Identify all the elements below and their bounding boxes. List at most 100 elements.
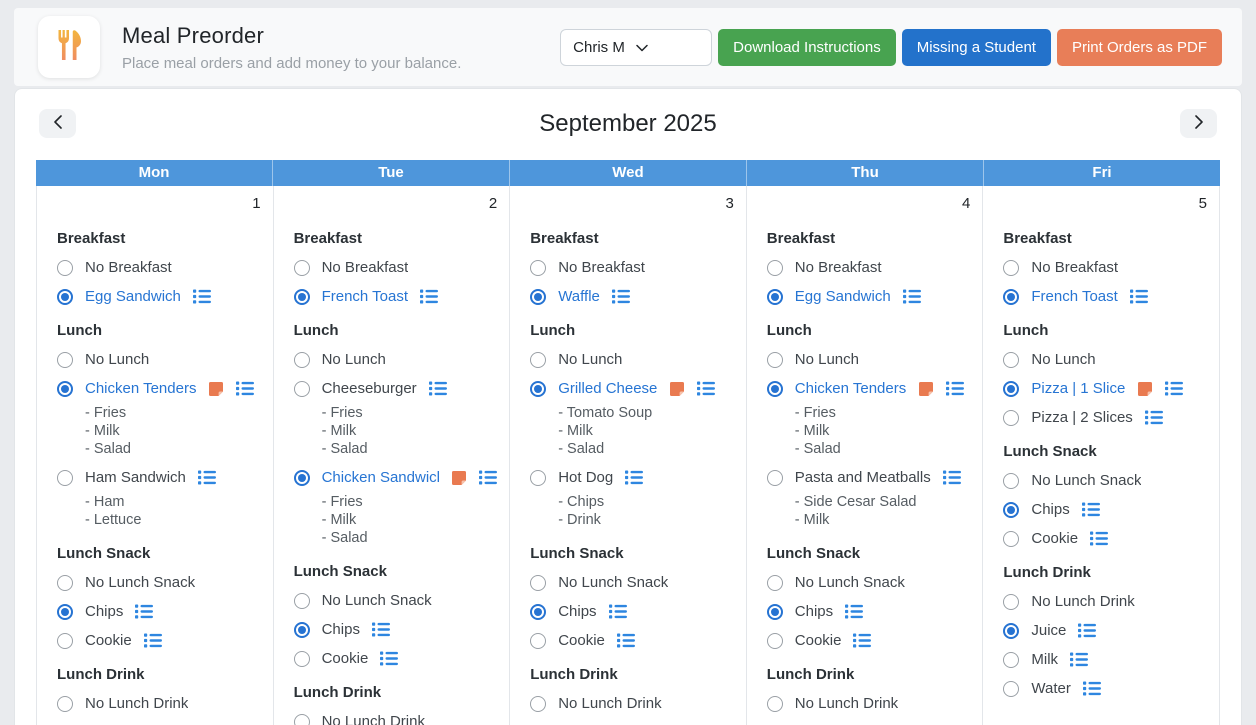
list-icon[interactable]: [1090, 531, 1109, 546]
radio-button[interactable]: [57, 469, 73, 486]
meal-option-row[interactable]: Chips: [57, 602, 261, 621]
meal-option-row[interactable]: No Breakfast: [57, 258, 261, 277]
meal-option-row[interactable]: No Lunch: [293, 350, 498, 369]
radio-button[interactable]: [1003, 380, 1020, 397]
radio-button[interactable]: [1003, 680, 1020, 697]
note-icon[interactable]: [918, 381, 934, 397]
radio-button[interactable]: [766, 574, 783, 591]
list-icon[interactable]: [143, 633, 162, 648]
list-icon[interactable]: [1081, 502, 1100, 517]
meal-option-row[interactable]: No Lunch Snack: [57, 573, 261, 592]
radio-button[interactable]: [1003, 530, 1020, 547]
previous-month-button[interactable]: [39, 109, 76, 138]
list-icon[interactable]: [902, 289, 921, 304]
radio-button[interactable]: [530, 351, 547, 368]
radio-button[interactable]: [530, 574, 547, 591]
meal-option-row[interactable]: No Lunch Drink: [530, 694, 734, 713]
list-icon[interactable]: [946, 381, 965, 396]
meal-option-row[interactable]: No Lunch Drink: [766, 694, 971, 713]
radio-button[interactable]: [57, 632, 73, 649]
meal-option-row[interactable]: No Lunch: [766, 350, 971, 369]
student-select[interactable]: Chris M: [560, 28, 713, 66]
meal-option-row[interactable]: Pasta and Meatballs: [766, 468, 971, 487]
meal-option-row[interactable]: No Lunch Snack: [766, 573, 971, 592]
radio-button[interactable]: [293, 380, 310, 397]
meal-option-row[interactable]: Cookie: [57, 631, 261, 650]
list-icon[interactable]: [608, 604, 627, 619]
meal-option-row[interactable]: Pizza | 1 Slice: [1003, 379, 1207, 398]
list-icon[interactable]: [135, 604, 154, 619]
list-icon[interactable]: [1165, 381, 1184, 396]
radio-button[interactable]: [1003, 259, 1020, 276]
radio-button[interactable]: [57, 695, 73, 712]
list-icon[interactable]: [1078, 623, 1097, 638]
meal-option-row[interactable]: Cookie: [530, 631, 734, 650]
meal-option-row[interactable]: Pizza | 2 Slices: [1003, 408, 1207, 427]
meal-option-row[interactable]: No Breakfast: [293, 258, 498, 277]
radio-button[interactable]: [1003, 593, 1020, 610]
meal-option-row[interactable]: No Lunch: [1003, 350, 1207, 369]
meal-option-row[interactable]: Water: [1003, 679, 1207, 698]
note-icon[interactable]: [208, 381, 224, 397]
radio-button[interactable]: [1003, 501, 1020, 518]
radio-button[interactable]: [766, 695, 783, 712]
radio-button[interactable]: [766, 288, 783, 305]
list-icon[interactable]: [853, 633, 872, 648]
meal-option-row[interactable]: No Lunch: [530, 350, 734, 369]
meal-option-row[interactable]: Cookie: [1003, 529, 1207, 548]
list-icon[interactable]: [845, 604, 864, 619]
meal-option-row[interactable]: Grilled Cheese: [530, 379, 734, 398]
meal-option-row[interactable]: French Toast: [1003, 287, 1207, 306]
list-icon[interactable]: [1144, 410, 1163, 425]
radio-button[interactable]: [57, 259, 73, 276]
note-icon[interactable]: [451, 470, 467, 486]
meal-option-row[interactable]: Chips: [766, 602, 971, 621]
radio-button[interactable]: [293, 621, 310, 638]
radio-button[interactable]: [57, 603, 73, 620]
list-icon[interactable]: [192, 289, 211, 304]
radio-button[interactable]: [766, 380, 783, 397]
radio-button[interactable]: [530, 259, 547, 276]
meal-option-row[interactable]: No Lunch Snack: [1003, 471, 1207, 490]
note-icon[interactable]: [1137, 381, 1153, 397]
radio-button[interactable]: [766, 603, 783, 620]
radio-button[interactable]: [57, 380, 73, 397]
list-icon[interactable]: [611, 289, 630, 304]
meal-option-row[interactable]: No Breakfast: [1003, 258, 1207, 277]
radio-button[interactable]: [1003, 409, 1020, 426]
radio-button[interactable]: [293, 650, 310, 667]
list-icon[interactable]: [197, 470, 216, 485]
meal-option-row[interactable]: Juice: [1003, 621, 1207, 640]
list-icon[interactable]: [942, 470, 961, 485]
radio-button[interactable]: [293, 592, 310, 609]
radio-button[interactable]: [766, 632, 783, 649]
radio-button[interactable]: [766, 351, 783, 368]
radio-button[interactable]: [1003, 472, 1020, 489]
meal-option-row[interactable]: Chips: [293, 620, 498, 639]
meal-option-row[interactable]: Chicken Sandwich: [293, 468, 498, 487]
list-icon[interactable]: [371, 622, 390, 637]
radio-button[interactable]: [766, 259, 783, 276]
meal-option-row[interactable]: No Lunch Snack: [530, 573, 734, 592]
radio-button[interactable]: [1003, 622, 1020, 639]
list-icon[interactable]: [697, 381, 716, 396]
meal-option-row[interactable]: Chicken Tenders: [766, 379, 971, 398]
radio-button[interactable]: [57, 351, 73, 368]
list-icon[interactable]: [1082, 681, 1101, 696]
radio-button[interactable]: [530, 380, 547, 397]
radio-button[interactable]: [1003, 288, 1020, 305]
list-icon[interactable]: [1070, 652, 1089, 667]
radio-button[interactable]: [57, 574, 73, 591]
list-icon[interactable]: [616, 633, 635, 648]
meal-option-row[interactable]: Egg Sandwich: [57, 287, 261, 306]
radio-button[interactable]: [530, 695, 547, 712]
meal-option-row[interactable]: Milk: [1003, 650, 1207, 669]
missing-student-button[interactable]: Missing a Student: [901, 28, 1051, 66]
list-icon[interactable]: [380, 651, 399, 666]
meal-option-row[interactable]: Chips: [530, 602, 734, 621]
meal-option-row[interactable]: No Lunch: [57, 350, 261, 369]
note-icon[interactable]: [669, 381, 685, 397]
meal-option-row[interactable]: Cookie: [293, 649, 498, 668]
list-icon[interactable]: [428, 381, 447, 396]
meal-option-row[interactable]: No Lunch Snack: [293, 591, 498, 610]
